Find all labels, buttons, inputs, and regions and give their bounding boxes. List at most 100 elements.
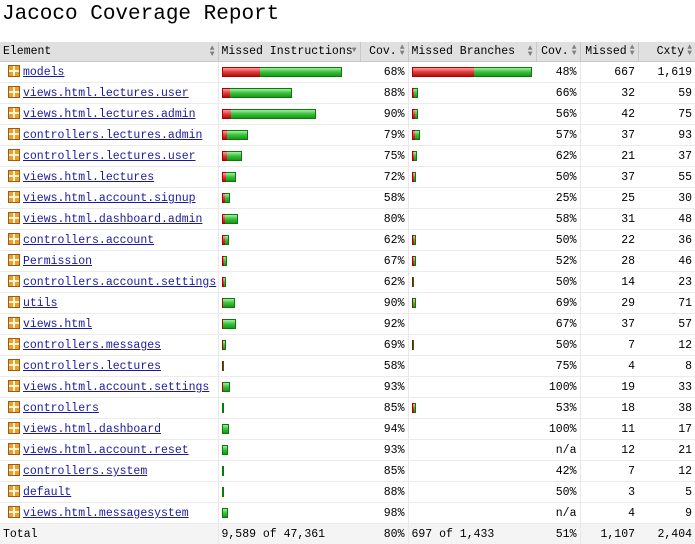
branches-bar xyxy=(412,172,534,182)
package-link[interactable]: controllers.system xyxy=(23,465,147,478)
table-row: views.html.account.signup 58% 25% 25 30 xyxy=(0,188,695,209)
header-missed-instructions[interactable]: Missed Instructions▼ xyxy=(218,42,360,62)
covered-bar xyxy=(223,319,236,329)
missed-count: 12 xyxy=(580,440,638,461)
header-element[interactable]: Element▲▼ xyxy=(0,42,218,62)
package-link[interactable]: views.html xyxy=(23,318,92,331)
instructions-bar xyxy=(222,193,358,203)
table-row: views.html.lectures 72% 50% 37 55 xyxy=(0,167,695,188)
instructions-coverage: 93% xyxy=(360,377,408,398)
branches-bar-cell xyxy=(408,62,536,83)
instructions-bar-cell xyxy=(218,62,360,83)
package-link[interactable]: controllers.lectures.user xyxy=(23,150,196,163)
package-link[interactable]: views.html.messagesystem xyxy=(23,507,189,520)
branches-bar-cell xyxy=(408,146,536,167)
instructions-bar-cell xyxy=(218,482,360,503)
package-link[interactable]: views.html.account.reset xyxy=(23,444,189,457)
branches-bar-cell xyxy=(408,188,536,209)
branches-coverage: 56% xyxy=(536,104,580,125)
branches-bar-cell xyxy=(408,398,536,419)
instructions-coverage: 62% xyxy=(360,230,408,251)
package-icon xyxy=(8,296,20,308)
instructions-coverage: 62% xyxy=(360,272,408,293)
table-row: views.html 92% 67% 37 57 xyxy=(0,314,695,335)
instructions-bar xyxy=(222,319,358,329)
header-instructions-coverage[interactable]: Cov.▲▼ xyxy=(360,42,408,62)
complexity-count: 93 xyxy=(638,125,695,146)
branches-coverage: 58% xyxy=(536,209,580,230)
missed-count: 28 xyxy=(580,251,638,272)
package-icon xyxy=(8,212,20,224)
package-link[interactable]: controllers.account.settings xyxy=(23,276,216,289)
instructions-bar xyxy=(222,382,358,392)
missed-count: 37 xyxy=(580,314,638,335)
header-branches-coverage[interactable]: Cov.▲▼ xyxy=(536,42,580,62)
branches-bar-cell xyxy=(408,125,536,146)
package-link[interactable]: default xyxy=(23,486,71,499)
instructions-coverage: 58% xyxy=(360,356,408,377)
branches-bar xyxy=(412,298,534,308)
element-cell: views.html.lectures.admin xyxy=(0,104,218,125)
instructions-bar xyxy=(222,214,358,224)
missed-bar xyxy=(222,67,260,77)
branches-bar xyxy=(412,235,534,245)
complexity-count: 5 xyxy=(638,482,695,503)
element-cell: views.html.dashboard xyxy=(0,419,218,440)
package-link[interactable]: controllers.lectures.admin xyxy=(23,129,202,142)
instructions-bar-cell xyxy=(218,230,360,251)
package-link[interactable]: views.html.account.settings xyxy=(23,381,209,394)
package-link[interactable]: Permission xyxy=(23,255,92,268)
instructions-bar xyxy=(222,340,358,350)
branches-bar-cell xyxy=(408,419,536,440)
element-cell: views.html.account.settings xyxy=(0,377,218,398)
complexity-count: 23 xyxy=(638,272,695,293)
package-link[interactable]: views.html.lectures xyxy=(23,171,154,184)
header-complexity[interactable]: Cxty▲▼ xyxy=(638,42,695,62)
element-cell: views.html.account.reset xyxy=(0,440,218,461)
package-link[interactable]: views.html.lectures.admin xyxy=(23,108,196,121)
instructions-bar xyxy=(222,298,358,308)
branches-bar-cell xyxy=(408,230,536,251)
complexity-count: 55 xyxy=(638,167,695,188)
branches-bar-cell xyxy=(408,83,536,104)
missed-count: 667 xyxy=(580,62,638,83)
covered-bar xyxy=(226,172,236,182)
instructions-bar-cell xyxy=(218,314,360,335)
instructions-coverage: 68% xyxy=(360,62,408,83)
package-link[interactable]: views.html.dashboard xyxy=(23,423,161,436)
package-link[interactable]: controllers xyxy=(23,402,99,415)
branches-bar xyxy=(412,382,534,392)
header-missed[interactable]: Missed▲▼ xyxy=(580,42,638,62)
branches-coverage: 50% xyxy=(536,335,580,356)
covered-bar xyxy=(415,130,420,140)
package-icon xyxy=(8,317,20,329)
package-link[interactable]: views.html.account.signup xyxy=(23,192,196,205)
missed-count: 3 xyxy=(580,482,638,503)
instructions-bar-cell xyxy=(218,209,360,230)
package-link[interactable]: views.html.lectures.user xyxy=(23,87,189,100)
branches-bar xyxy=(412,256,534,266)
covered-bar xyxy=(413,298,416,308)
total-complexity: 2,404 xyxy=(638,524,695,544)
element-cell: views.html.messagesystem xyxy=(0,503,218,524)
instructions-bar-cell xyxy=(218,356,360,377)
instructions-bar-cell xyxy=(218,188,360,209)
complexity-count: 1,619 xyxy=(638,62,695,83)
package-link[interactable]: controllers.account xyxy=(23,234,154,247)
package-link[interactable]: controllers.messages xyxy=(23,339,161,352)
complexity-count: 8 xyxy=(638,356,695,377)
covered-bar xyxy=(222,508,228,518)
package-link[interactable]: views.html.dashboard.admin xyxy=(23,213,202,226)
element-cell: controllers.messages xyxy=(0,335,218,356)
missed-count: 31 xyxy=(580,209,638,230)
package-icon xyxy=(8,149,20,161)
package-link[interactable]: models xyxy=(23,66,64,79)
covered-bar xyxy=(224,256,227,266)
header-missed-branches[interactable]: Missed Branches▲▼ xyxy=(408,42,536,62)
package-link[interactable]: utils xyxy=(23,297,58,310)
instructions-coverage: 69% xyxy=(360,335,408,356)
package-link[interactable]: controllers.lectures xyxy=(23,360,161,373)
branches-bar-cell xyxy=(408,335,536,356)
branches-bar xyxy=(412,361,534,371)
instructions-bar xyxy=(222,445,358,455)
